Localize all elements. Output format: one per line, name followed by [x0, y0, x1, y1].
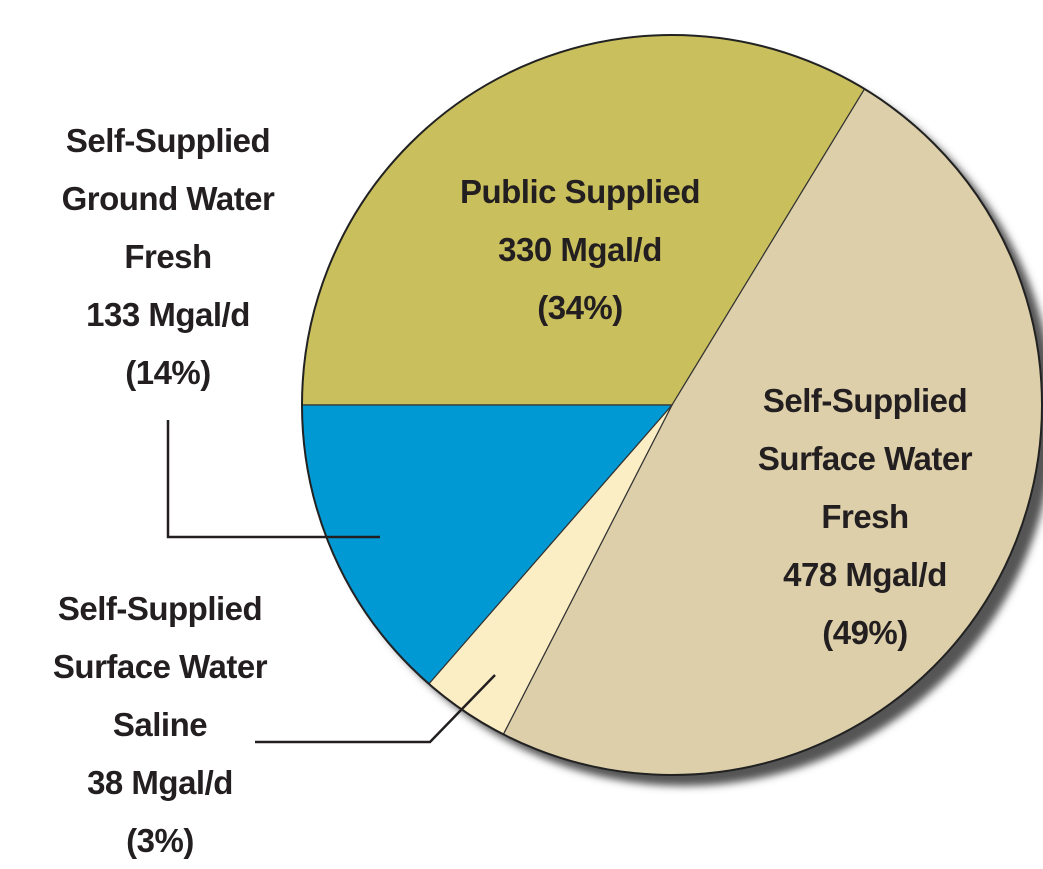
- value-label: 38 Mgal/d: [87, 764, 233, 801]
- value-label: 478 Mgal/d: [783, 556, 947, 593]
- category-label: Public Supplied: [459, 173, 701, 210]
- percent-label: (49%): [822, 614, 908, 651]
- leader-line: [166, 420, 380, 539]
- percent-label: (3%): [126, 822, 194, 859]
- percent-label: (14%): [125, 354, 211, 391]
- category-label: Self-Supplied Surface Water Saline: [52, 590, 268, 743]
- slice-label: Self-Supplied Ground Water Fresh 133 Mgal…: [23, 112, 313, 402]
- value-label: 330 Mgal/d: [498, 231, 662, 268]
- leader-line: [255, 674, 496, 744]
- slice-label: Self-Supplied Surface Water Fresh 478 Mga…: [715, 372, 1015, 662]
- category-label: Self-Supplied Ground Water Fresh: [61, 122, 275, 275]
- value-label: 133 Mgal/d: [86, 296, 250, 333]
- slice-label: Self-Supplied Surface Water Saline 38 Mga…: [10, 580, 310, 869]
- slices: [301, 34, 1043, 776]
- category-label: Self-Supplied Surface Water Fresh: [757, 382, 973, 535]
- pie-outline: [301, 34, 1043, 776]
- percent-label: (34%): [537, 289, 623, 326]
- slice-label: Public Supplied 330 Mgal/d (34%): [380, 163, 780, 337]
